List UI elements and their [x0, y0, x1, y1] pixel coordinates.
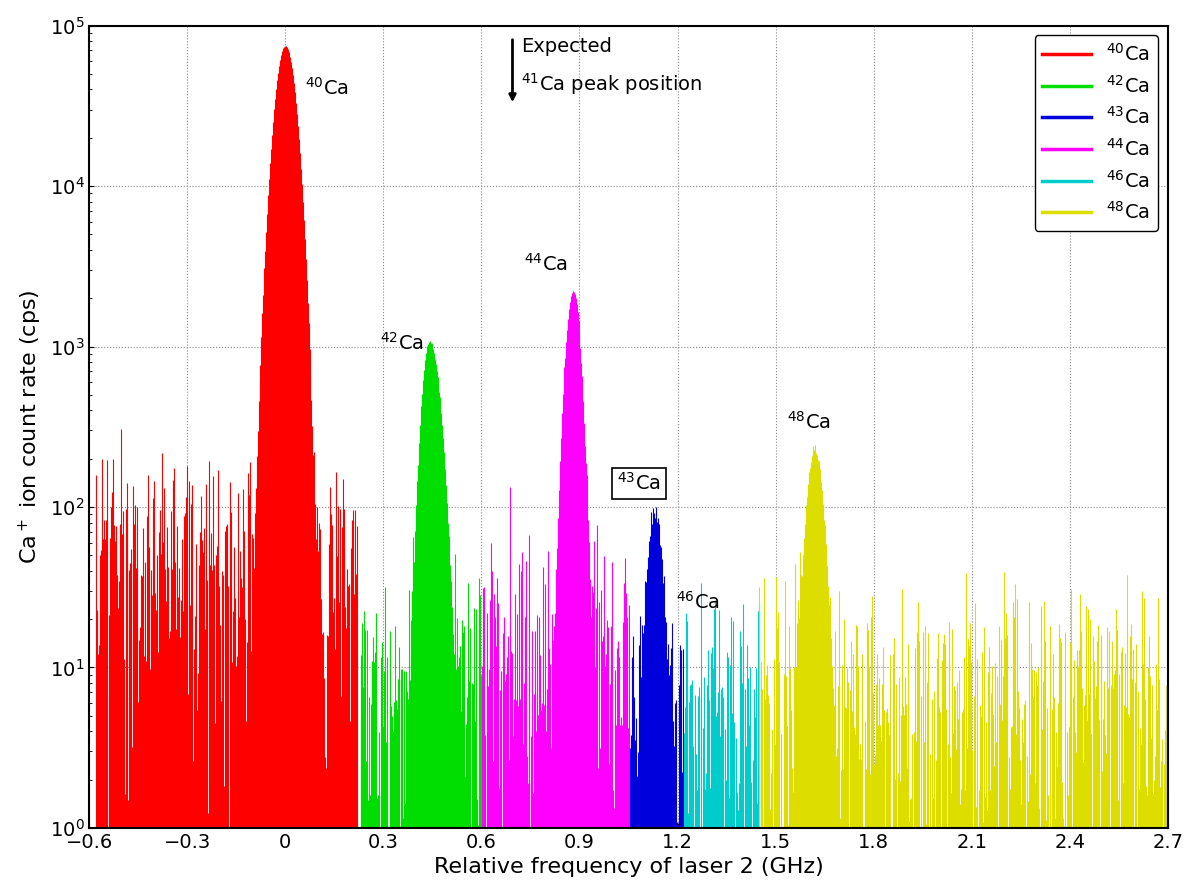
- Text: $^{42}$Ca: $^{42}$Ca: [380, 332, 424, 354]
- Text: $^{40}$Ca: $^{40}$Ca: [305, 77, 349, 98]
- Text: $^{46}$Ca: $^{46}$Ca: [676, 591, 720, 612]
- Text: Expected: Expected: [521, 37, 612, 56]
- Text: $^{48}$Ca: $^{48}$Ca: [787, 411, 830, 433]
- Text: $^{41}$Ca peak position: $^{41}$Ca peak position: [521, 72, 702, 97]
- Legend: $^{40}$Ca, $^{42}$Ca, $^{43}$Ca, $^{44}$Ca, $^{46}$Ca, $^{48}$Ca: $^{40}$Ca, $^{42}$Ca, $^{43}$Ca, $^{44}$…: [1034, 36, 1158, 231]
- Text: $^{44}$Ca: $^{44}$Ca: [524, 253, 568, 274]
- Y-axis label: Ca$^+$ ion count rate (cps): Ca$^+$ ion count rate (cps): [17, 290, 44, 564]
- X-axis label: Relative frequency of laser 2 (GHz): Relative frequency of laser 2 (GHz): [433, 857, 823, 877]
- Text: $^{43}$Ca: $^{43}$Ca: [617, 472, 661, 494]
